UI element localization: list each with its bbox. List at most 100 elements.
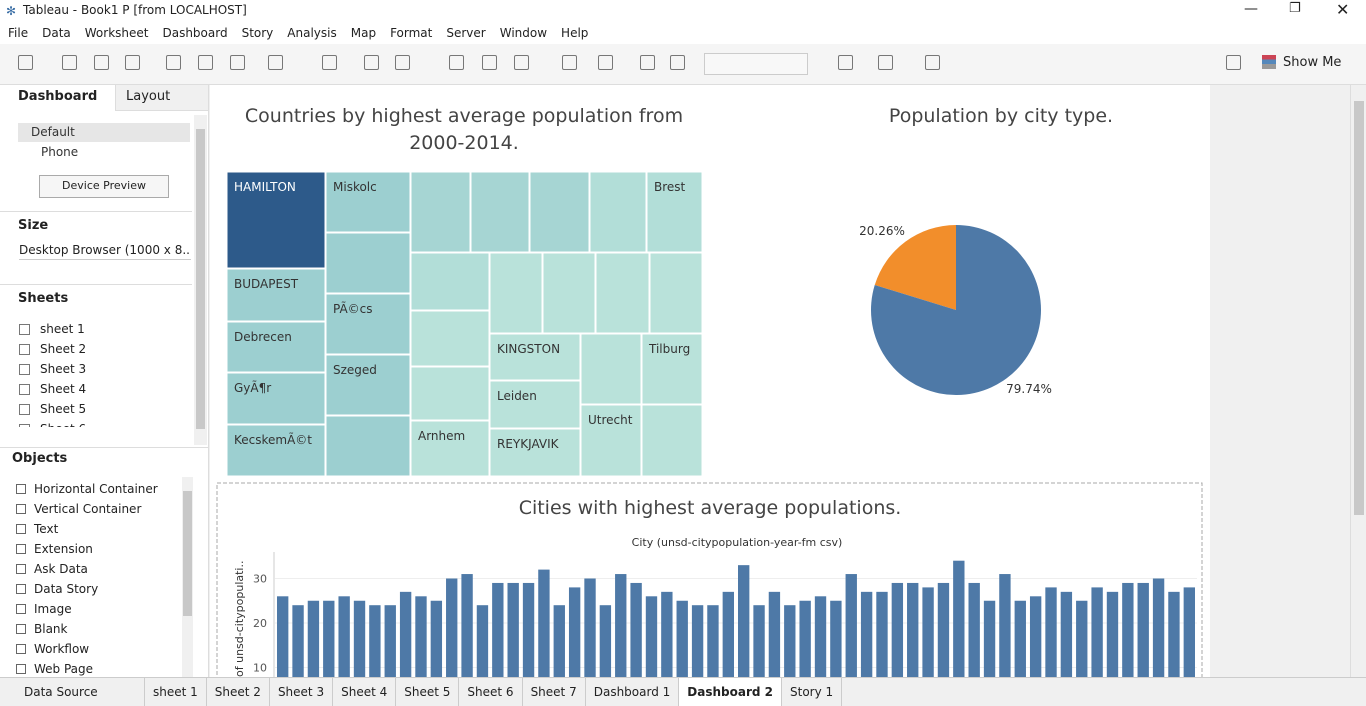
bar	[922, 587, 934, 677]
device-default[interactable]: Default	[31, 125, 75, 139]
tool-icon[interactable]	[94, 55, 109, 70]
sheet-item[interactable]: sheet 1	[19, 319, 85, 339]
sheet-tab[interactable]: Sheet 2	[207, 678, 270, 706]
scrollbar[interactable]	[1350, 85, 1366, 677]
scrollbar[interactable]	[182, 477, 193, 677]
bar	[1168, 591, 1180, 677]
tab-dashboard[interactable]: Dashboard	[0, 85, 115, 112]
scroll-thumb[interactable]	[196, 129, 205, 429]
restore[interactable]: ❐	[1289, 1, 1301, 16]
object-item[interactable]: Extension	[16, 539, 93, 559]
treemap-cell	[410, 252, 490, 311]
object-name: Vertical Container	[34, 502, 142, 516]
treemap-cell	[226, 171, 326, 269]
menu-item[interactable]: Format	[390, 26, 433, 40]
scroll-thumb[interactable]	[1354, 101, 1364, 515]
device-phone[interactable]: Phone	[41, 145, 79, 159]
tool-icon[interactable]	[268, 55, 283, 70]
scrollbar[interactable]	[194, 115, 207, 445]
sheet-tab[interactable]: Dashboard 2	[679, 678, 782, 706]
menu-item[interactable]: Window	[499, 26, 548, 40]
sheet-tab[interactable]: Sheet 6	[459, 678, 523, 706]
scroll-thumb[interactable]	[183, 491, 192, 616]
menu-item[interactable]: Worksheet	[84, 26, 149, 40]
treemap-cell	[542, 252, 596, 334]
tool-icon[interactable]	[562, 55, 577, 70]
show-me[interactable]: Show Me	[1283, 55, 1342, 70]
menu-item[interactable]: Server	[446, 26, 486, 40]
tool-icon[interactable]	[482, 55, 497, 70]
sheet-tab[interactable]: sheet 1	[145, 678, 207, 706]
sheet-icon	[19, 403, 30, 415]
device-preview-button[interactable]: Device Preview	[39, 175, 169, 198]
sheet-item[interactable]: Sheet 2	[19, 339, 86, 359]
treemap-cell	[410, 366, 490, 421]
sheet-item[interactable]: Sheet 3	[19, 359, 86, 379]
sheet-tab[interactable]: Data Source	[0, 678, 145, 706]
menu-item[interactable]: Map	[350, 26, 377, 40]
tool-icon[interactable]	[640, 55, 655, 70]
divider	[0, 447, 208, 448]
tool-icon[interactable]	[1226, 55, 1241, 70]
tool-icon[interactable]	[395, 55, 410, 70]
menu-item[interactable]: Help	[561, 26, 589, 40]
object-item[interactable]: Ask Data	[16, 559, 88, 579]
tool-icon[interactable]	[838, 55, 853, 70]
object-item[interactable]: Vertical Container	[16, 499, 141, 519]
object-item[interactable]: Workflow	[16, 639, 89, 659]
object-item[interactable]: Horizontal Container	[16, 479, 158, 499]
tab-layout[interactable]: Layout	[115, 85, 208, 111]
tool-icon[interactable]	[878, 55, 893, 70]
treemap-cell	[410, 310, 490, 367]
tool-icon[interactable]	[925, 55, 940, 70]
menu-item[interactable]: Dashboard	[162, 26, 228, 40]
bar	[784, 605, 796, 677]
menu-item[interactable]: File	[8, 26, 29, 40]
object-item[interactable]: Blank	[16, 619, 67, 639]
sheet-item[interactable]: Sheet 5	[19, 399, 86, 419]
bar	[891, 582, 904, 677]
bar	[553, 605, 565, 677]
sheet-tab[interactable]: Sheet 7	[523, 678, 586, 706]
tool-icon[interactable]	[598, 55, 613, 70]
tool-icon[interactable]	[514, 55, 529, 70]
tool-icon[interactable]	[125, 55, 140, 70]
object-icon	[16, 504, 26, 514]
object-item[interactable]: Web Page	[16, 659, 93, 677]
sheet-item[interactable]: Sheet 6	[19, 419, 86, 427]
bar	[645, 596, 658, 677]
sheet-name: sheet 1	[40, 322, 85, 336]
treemap-cell	[589, 171, 647, 253]
tool-icon[interactable]	[166, 55, 181, 70]
tool-icon[interactable]	[62, 55, 77, 70]
tool-icon[interactable]	[670, 55, 685, 70]
menu-item[interactable]: Analysis	[287, 26, 337, 40]
bar	[738, 565, 750, 677]
tool-icon[interactable]	[230, 55, 245, 70]
sheet-tab[interactable]: Sheet 4	[333, 678, 397, 706]
sheet-tab[interactable]: Story 1	[782, 678, 843, 706]
sheet-tab[interactable]: Sheet 3	[270, 678, 334, 706]
close[interactable]: ✕	[1336, 0, 1350, 19]
object-item[interactable]: Text	[16, 519, 58, 539]
sheet-item[interactable]: Sheet 4	[19, 379, 86, 399]
object-name: Text	[34, 522, 59, 536]
treemap-cell	[226, 372, 326, 425]
object-item[interactable]: Image	[16, 599, 72, 619]
fit-dropdown[interactable]	[704, 53, 808, 75]
sheet-tab[interactable]: Sheet 5	[396, 678, 460, 706]
tool-icon[interactable]	[18, 55, 33, 70]
object-item[interactable]: Data Story	[16, 579, 98, 599]
tool-icon[interactable]	[198, 55, 213, 70]
bar	[1029, 596, 1042, 677]
tool-icon[interactable]	[364, 55, 379, 70]
menu-item[interactable]: Story	[241, 26, 274, 40]
menu-item[interactable]: Data	[42, 26, 71, 40]
sheet-tab[interactable]: Dashboard 1	[586, 678, 680, 706]
tool-icon[interactable]	[322, 55, 337, 70]
object-list: Horizontal Container Vertical Container Te…	[0, 479, 180, 677]
tool-icon[interactable]	[449, 55, 464, 70]
minimize[interactable]: —	[1244, 1, 1258, 17]
size-dropdown[interactable]: Desktop Browser (1000 x 8...	[19, 243, 191, 260]
sheet-name: Sheet 2	[40, 342, 87, 356]
